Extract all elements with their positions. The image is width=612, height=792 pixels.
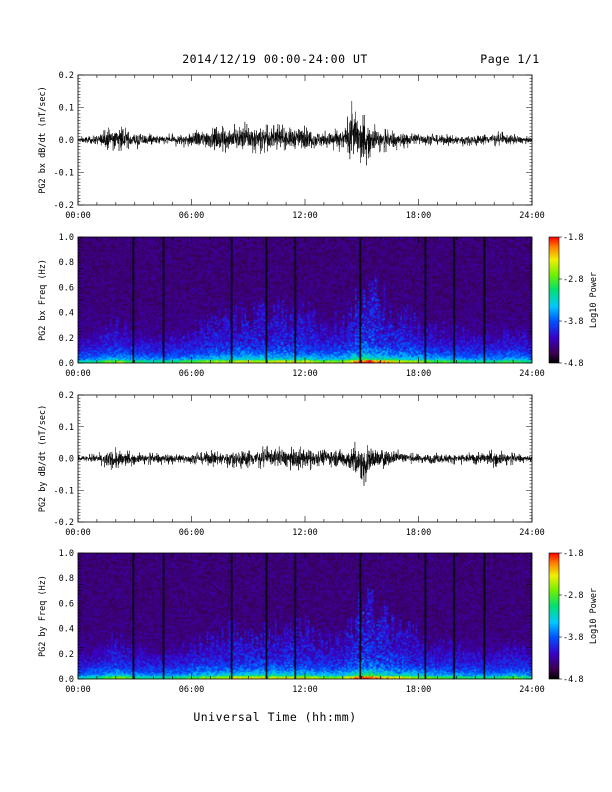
x-tick-label: 06:00 xyxy=(179,685,205,695)
spectrogram-image xyxy=(78,237,532,363)
y-tick-label: 0.0 xyxy=(59,136,74,146)
colorbar-label: Log10 Power xyxy=(589,272,599,328)
x-tick-label: 24:00 xyxy=(519,369,545,379)
colorbar-tick-label: -3.8 xyxy=(563,633,583,643)
waveform-series xyxy=(77,101,533,166)
y-tick-label: 0.8 xyxy=(59,574,74,584)
y-axis-title: PG2 by Freq (Hz) xyxy=(38,575,48,657)
x-tick-label: 00:00 xyxy=(65,369,91,379)
y-tick-label: 0.6 xyxy=(59,283,74,293)
x-tick-label: 00:00 xyxy=(65,211,91,221)
plot-marks: 00:00 06:00 12:00 18:00 24:00 -0.2 -0.1 0.0 0.1 0… xyxy=(38,71,599,695)
y-tick-label: -0.1 xyxy=(54,486,74,496)
colorbar xyxy=(548,236,560,364)
y-tick-label: 0.8 xyxy=(59,258,74,268)
y-tick-label: 0.1 xyxy=(59,423,74,433)
spectrogram-images xyxy=(78,237,532,679)
y-tick-label: -0.2 xyxy=(54,518,74,528)
y-tick-label: 0.0 xyxy=(59,675,74,685)
page-title: 2014/12/19 00:00-24:00 UT xyxy=(182,52,368,66)
page-number: Page 1/1 xyxy=(480,52,540,66)
y-tick-label: 1.0 xyxy=(59,549,74,559)
x-tick-label: 24:00 xyxy=(519,528,545,538)
colorbar-tick-label: -4.8 xyxy=(563,675,583,685)
colorbar xyxy=(548,552,560,680)
x-tick-label: 18:00 xyxy=(406,369,432,379)
x-tick-label: 12:00 xyxy=(292,211,318,221)
colorbar-tick-label: -1.8 xyxy=(563,549,583,559)
y-tick-label: -0.2 xyxy=(54,201,74,211)
y-tick-label: 0.4 xyxy=(59,625,74,635)
x-tick-label: 24:00 xyxy=(519,685,545,695)
y-axis-title: PG2 bx Freq (Hz) xyxy=(38,259,48,341)
x-tick-label: 06:00 xyxy=(179,369,205,379)
x-tick-label: 24:00 xyxy=(519,211,545,221)
y-tick-label: 0.2 xyxy=(59,650,74,660)
x-tick-label: 00:00 xyxy=(65,685,91,695)
x-tick-label: 18:00 xyxy=(406,685,432,695)
y-tick-label: 0.2 xyxy=(59,391,74,401)
x-tick-label: 12:00 xyxy=(292,369,318,379)
y-tick-label: 0.1 xyxy=(59,104,74,114)
waveform-series xyxy=(77,441,533,486)
colorbar-tick-label: -3.8 xyxy=(563,317,583,327)
colorbar-label: Log10 Power xyxy=(589,588,599,644)
colorbar-tick-label: -2.8 xyxy=(563,591,583,601)
x-tick-label: 12:00 xyxy=(292,528,318,538)
colorbar-tick-label: -2.8 xyxy=(563,275,583,285)
y-tick-label: -0.1 xyxy=(54,169,74,179)
x-tick-label: 06:00 xyxy=(179,528,205,538)
y-tick-label: 0.0 xyxy=(59,359,74,369)
x-tick-label: 18:00 xyxy=(406,528,432,538)
y-tick-label: 0.0 xyxy=(59,455,74,465)
y-tick-label: 0.4 xyxy=(59,309,74,319)
y-tick-label: 0.2 xyxy=(59,71,74,81)
y-axis-title: PG2 bx dB/dt (nT/sec) xyxy=(38,86,48,193)
colorbar-tick-label: -1.8 xyxy=(563,233,583,243)
colorbar-tick-label: -4.8 xyxy=(563,359,583,369)
x-tick-label: 06:00 xyxy=(179,211,205,221)
x-tick-label: 12:00 xyxy=(292,685,318,695)
x-tick-label: 00:00 xyxy=(65,528,91,538)
y-tick-label: 0.6 xyxy=(59,599,74,609)
y-axis-title: PG2 by dB/dt (nT/sec) xyxy=(38,405,48,512)
y-tick-label: 0.2 xyxy=(59,334,74,344)
spectrogram-image xyxy=(78,553,532,679)
y-tick-label: 1.0 xyxy=(59,233,74,243)
x-tick-label: 18:00 xyxy=(406,211,432,221)
x-axis-title: Universal Time (hh:mm) xyxy=(193,710,357,724)
